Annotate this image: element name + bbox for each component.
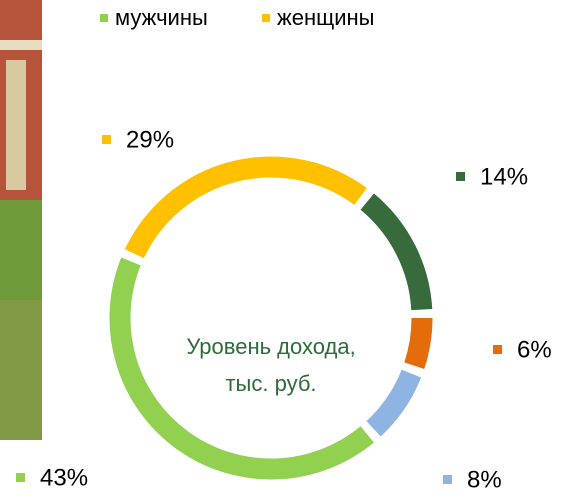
value-label: 6% xyxy=(517,336,552,363)
value-label: 29% xyxy=(126,126,174,153)
value-label: 8% xyxy=(467,466,502,491)
donut-segment xyxy=(134,167,360,254)
value-label: 43% xyxy=(40,464,88,491)
legend-swatch xyxy=(100,14,108,22)
donut-segment xyxy=(120,261,367,469)
label-swatch xyxy=(456,172,465,181)
center-title: Уровень дохода,тыс. руб. xyxy=(186,334,355,396)
chart: Уровень дохода,тыс. руб. мужчины женщины 1… xyxy=(0,0,564,491)
label-swatch xyxy=(102,135,111,144)
photo xyxy=(0,0,42,440)
donut-segment xyxy=(414,318,422,366)
donut-segment xyxy=(367,202,422,310)
legend-label: мужчины xyxy=(115,5,208,30)
label-swatch xyxy=(443,475,452,484)
page: body { margin: 0; width: 564px; height: … xyxy=(0,0,564,491)
legend-swatch xyxy=(262,14,270,22)
value-label: 14% xyxy=(480,163,528,190)
label-swatch xyxy=(493,345,502,354)
legend-label: женщины xyxy=(277,5,374,30)
label-swatch xyxy=(16,473,25,482)
donut-segment xyxy=(374,374,412,429)
body: {"chart_data": {"type": "donut", "title"… xyxy=(0,0,564,491)
